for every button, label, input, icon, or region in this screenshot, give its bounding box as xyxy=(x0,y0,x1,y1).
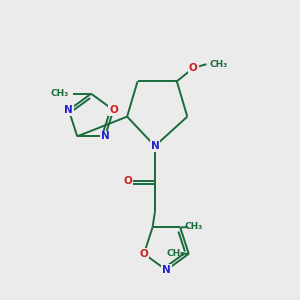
Text: N: N xyxy=(162,265,171,275)
Text: N: N xyxy=(100,131,109,141)
Text: CH₃: CH₃ xyxy=(184,222,202,231)
Text: CH₃: CH₃ xyxy=(210,60,228,69)
Text: O: O xyxy=(189,63,198,73)
Text: O: O xyxy=(123,176,132,186)
Text: N: N xyxy=(151,141,159,151)
Text: O: O xyxy=(140,249,148,259)
Text: N: N xyxy=(64,105,73,115)
Text: CH₃: CH₃ xyxy=(167,249,185,258)
Text: O: O xyxy=(109,105,118,115)
Text: CH₃: CH₃ xyxy=(51,89,69,98)
